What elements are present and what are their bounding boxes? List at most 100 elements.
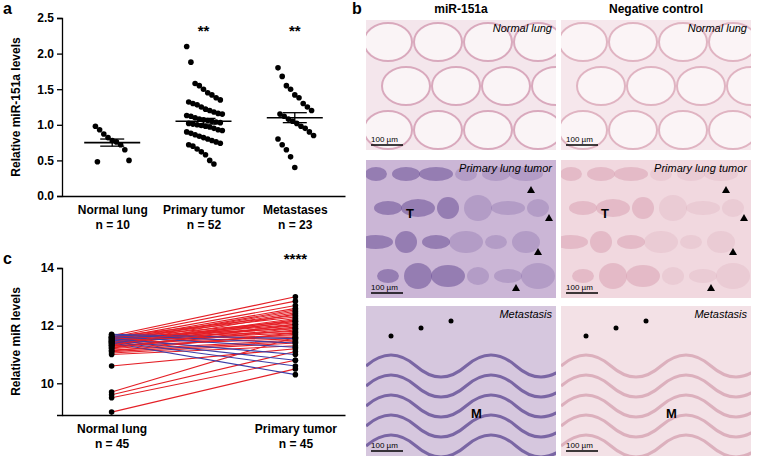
row-label: Primary lung tumor	[654, 162, 748, 174]
x-tick: Normal lungn = 45	[77, 422, 147, 451]
tissue-cluster	[716, 263, 750, 289]
point	[288, 86, 294, 92]
alveolus	[514, 111, 556, 149]
alveolus	[382, 67, 430, 105]
tissue-cluster	[626, 265, 660, 287]
tissue-cluster	[680, 235, 702, 249]
marker-dot	[389, 334, 394, 339]
point	[311, 133, 317, 139]
arrowhead	[722, 186, 730, 193]
tissue-cluster	[722, 199, 744, 217]
tissue-cluster	[512, 231, 540, 253]
significance: **	[289, 22, 301, 39]
pair-line	[112, 369, 296, 412]
y-axis-title: Relative miR levels	[9, 287, 23, 396]
x-tick: Normal lungn = 10	[78, 203, 148, 232]
tissue-cluster	[561, 235, 588, 249]
tissue-cluster	[419, 167, 453, 181]
micrograph-background	[366, 160, 556, 298]
row-label: Metastasis	[499, 308, 552, 320]
tissue-cluster	[494, 269, 522, 283]
gland-fold	[366, 435, 556, 456]
panel-a: a0.00.51.01.52.02.5Relative miR-151a lev…	[3, 0, 346, 232]
tissue-cluster	[561, 167, 582, 181]
point	[122, 147, 128, 153]
tissue-cluster	[449, 231, 483, 253]
error-bar	[100, 139, 124, 146]
tissue-cluster	[467, 267, 489, 285]
point	[293, 352, 299, 358]
error-bar-cap	[100, 138, 124, 139]
micrograph: Primary lung tumor100 µm	[359, 160, 556, 298]
tissue-cluster	[686, 201, 720, 215]
tissue-cluster	[437, 197, 459, 219]
pair-line	[112, 352, 296, 395]
y-tick: 2.0	[37, 47, 62, 61]
error-bar-cap	[192, 118, 216, 119]
x-tick: Primary tumorn = 45	[255, 422, 337, 451]
plot-area	[109, 294, 298, 415]
point	[293, 357, 299, 363]
scale-bar-label: 100 µm	[371, 441, 398, 450]
tissue-cluster	[377, 269, 399, 283]
y-tick-mark	[57, 325, 62, 326]
y-tick-label: 2.0	[37, 47, 54, 61]
tissue-cluster	[569, 201, 597, 215]
y-axis: 0.00.51.01.52.02.5	[37, 11, 62, 203]
x-tick: Primary tumorn = 52	[163, 203, 245, 232]
x-axis: Normal lungn = 10Primary tumorn = 52Meta…	[63, 197, 346, 233]
point	[203, 152, 209, 158]
y-tick-label: 1.0	[37, 118, 54, 132]
tissue-cluster	[689, 269, 717, 283]
y-tick: 10	[41, 377, 62, 391]
tissue-cluster	[395, 231, 417, 253]
point	[188, 59, 194, 65]
y-tick-mark	[57, 160, 62, 161]
alveolus	[609, 111, 657, 149]
point	[275, 136, 281, 142]
tissue-cluster	[590, 231, 612, 253]
alveolus	[561, 111, 607, 149]
point	[309, 108, 315, 114]
scale-bar	[566, 144, 598, 146]
y-tick-label: 10	[41, 377, 55, 391]
point	[296, 95, 302, 101]
y-tick-mark	[57, 89, 62, 90]
pair-line	[112, 342, 296, 367]
y-tick-mark	[57, 53, 62, 54]
pair-line	[112, 324, 296, 348]
tissue-texture	[366, 355, 556, 456]
tissue-texture	[366, 23, 556, 149]
tissue-cluster	[485, 235, 507, 249]
marker-dot	[449, 319, 454, 324]
tissue-cluster	[392, 167, 420, 181]
tissue-cluster	[374, 201, 402, 215]
point	[97, 127, 103, 133]
tissue-texture	[561, 167, 750, 289]
point	[293, 330, 299, 336]
alveolus	[414, 111, 462, 149]
marker-dot	[614, 326, 619, 331]
micrograph: Normal lung100 µm	[559, 20, 758, 150]
point	[109, 332, 115, 338]
micrograph: Metastasis100 µm	[561, 306, 758, 457]
scale-bar	[371, 144, 403, 146]
tissue-cluster	[587, 167, 615, 181]
y-tick: 14	[41, 261, 62, 275]
scale-bar	[371, 292, 403, 294]
pair-line	[112, 333, 296, 351]
y-tick: 2.5	[37, 11, 62, 25]
x-tick-label: Normal lungn = 45	[77, 422, 147, 451]
row-label: Normal lung	[688, 22, 748, 34]
point	[293, 330, 299, 336]
error-bar-stem	[203, 118, 204, 124]
y-axis: 101214	[41, 261, 63, 415]
tissue-cluster	[431, 265, 465, 287]
error-bar-cap	[192, 123, 216, 124]
alveolus	[727, 67, 751, 105]
error-bar	[192, 118, 216, 124]
panel-c: c101214Relative miR levelsNormal lungn =…	[3, 250, 346, 451]
tissue-texture	[561, 23, 751, 149]
y-tick: 1.5	[37, 83, 62, 97]
column-header: Negative control	[609, 2, 703, 16]
